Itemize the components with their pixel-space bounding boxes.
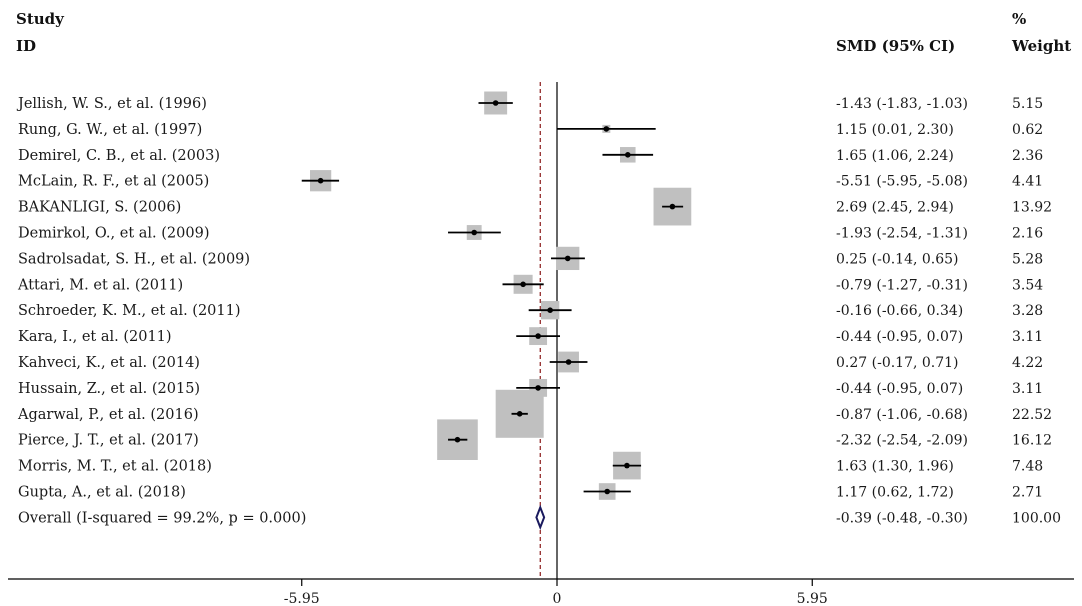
- effect-value: -1.93 (-2.54, -1.31): [836, 226, 968, 242]
- overall-weight-value: 100.00: [1012, 510, 1061, 526]
- point-estimate: [564, 255, 571, 262]
- effect-value: 1.65 (1.06, 2.24): [836, 148, 954, 164]
- weight-value: 5.28: [1012, 251, 1043, 267]
- weight-value: 2.36: [1012, 148, 1043, 164]
- effect-value: -0.44 (-0.95, 0.07): [836, 381, 963, 397]
- weight-value: 7.48: [1012, 459, 1043, 475]
- point-estimate: [624, 462, 630, 469]
- effect-value: 1.15 (0.01, 2.30): [836, 122, 954, 138]
- point-estimate: [604, 488, 610, 495]
- effect-value: 1.17 (0.62, 1.72): [836, 485, 954, 501]
- weight-value: 2.16: [1012, 226, 1043, 242]
- effect-value: -0.44 (-0.95, 0.07): [836, 329, 963, 345]
- study-label: Morris, M. T., et al. (2018): [18, 459, 212, 475]
- effect-value: 2.69 (2.45, 2.94): [836, 200, 954, 216]
- study-label: Schroeder, K. M., et al. (2011): [18, 303, 241, 319]
- point-estimate: [565, 359, 572, 365]
- point-estimate: [535, 333, 541, 339]
- weight-value: 4.41: [1012, 174, 1043, 190]
- point-estimate: [317, 177, 324, 184]
- study-labels: Jellish, W. S., et al. (1996) Rung, G. W.…: [16, 96, 306, 526]
- study-label: Demirel, C. B., et al. (2003): [18, 148, 220, 164]
- header-weight: Weight: [1011, 37, 1071, 55]
- header-percent: %: [1012, 10, 1026, 28]
- weight-value: 0.62: [1012, 122, 1043, 138]
- study-label: Rung, G. W., et al. (1997): [18, 122, 202, 138]
- point-estimate: [547, 307, 553, 314]
- study-label: McLain, R. F., et al (2005): [18, 174, 209, 190]
- point-estimate: [454, 436, 461, 443]
- point-estimate: [535, 385, 541, 391]
- weight-value: 3.54: [1012, 277, 1043, 293]
- weight-value: 4.22: [1012, 355, 1043, 371]
- weight-value: 3.11: [1012, 329, 1043, 345]
- x-axis: -5.95 0 5.95: [8, 578, 1074, 606]
- effect-value: -2.32 (-2.54, -2.09): [836, 433, 968, 449]
- point-estimates: [317, 100, 676, 495]
- effect-value: 1.63 (1.30, 1.96): [836, 459, 954, 475]
- x-tick-label: -5.95: [284, 591, 320, 606]
- weight-value: 3.28: [1012, 303, 1043, 319]
- effect-value: -5.51 (-5.95, -5.08): [836, 174, 968, 190]
- weight-value: 2.71: [1012, 485, 1043, 501]
- x-tick-label: 0: [553, 591, 562, 606]
- study-label: Kahveci, K., et al. (2014): [18, 355, 200, 371]
- study-label: Attari, M. et al. (2011): [17, 277, 183, 293]
- header-study: Study: [16, 10, 65, 28]
- header-id: ID: [16, 37, 36, 55]
- weight-value: 13.92: [1012, 200, 1052, 216]
- weight-value: 3.11: [1012, 381, 1043, 397]
- header-smd: SMD (95% CI): [836, 37, 955, 55]
- study-label: Kara, I., et al. (2011): [18, 329, 172, 345]
- effect-value: -1.43 (-1.83, -1.03): [836, 96, 968, 112]
- overall-label: Overall (I-squared = 99.2%, p = 0.000): [18, 510, 306, 526]
- weight-boxes: [310, 91, 692, 531]
- effect-value: -0.16 (-0.66, 0.34): [836, 303, 963, 319]
- point-estimate: [471, 229, 478, 236]
- weight-value: 5.15: [1012, 96, 1043, 112]
- point-estimate: [624, 152, 631, 158]
- point-estimate: [492, 100, 499, 106]
- point-estimate: [669, 203, 676, 210]
- study-label: Hussain, Z., et al. (2015): [18, 381, 200, 397]
- x-tick-label: 5.95: [797, 591, 828, 606]
- point-estimate: [516, 411, 523, 417]
- overall-effect-value: -0.39 (-0.48, -0.30): [836, 510, 968, 526]
- study-label: Demirkol, O., et al. (2009): [18, 226, 210, 242]
- study-label: Jellish, W. S., et al. (1996): [16, 96, 207, 112]
- weight-value: 16.12: [1012, 433, 1052, 449]
- overall-diamond: [535, 504, 546, 531]
- effect-value: 0.27 (-0.17, 0.71): [836, 355, 959, 371]
- study-label: Gupta, A., et al. (2018): [18, 485, 186, 501]
- point-estimate: [520, 281, 526, 288]
- effect-value: 0.25 (-0.14, 0.65): [836, 251, 959, 267]
- study-label: BAKANLIGI, S. (2006): [18, 200, 181, 216]
- effect-values: -1.43 (-1.83, -1.03) 1.15 (0.01, 2.30) 1.6…: [836, 96, 968, 526]
- weight-value: 22.52: [1012, 407, 1052, 423]
- study-label: Pierce, J. T., et al. (2017): [18, 433, 199, 449]
- study-label: Agarwal, P., et al. (2016): [17, 407, 199, 423]
- study-label: Sadrolsadat, S. H., et al. (2009): [18, 251, 250, 267]
- effect-value: -0.79 (-1.27, -0.31): [836, 277, 968, 293]
- effect-value: -0.87 (-1.06, -0.68): [836, 407, 968, 423]
- point-estimate: [603, 126, 610, 132]
- weight-values: 5.15 0.62 2.36 4.41 13.92 2.16 5.28 3.54 3.28 3.1…: [1012, 96, 1061, 526]
